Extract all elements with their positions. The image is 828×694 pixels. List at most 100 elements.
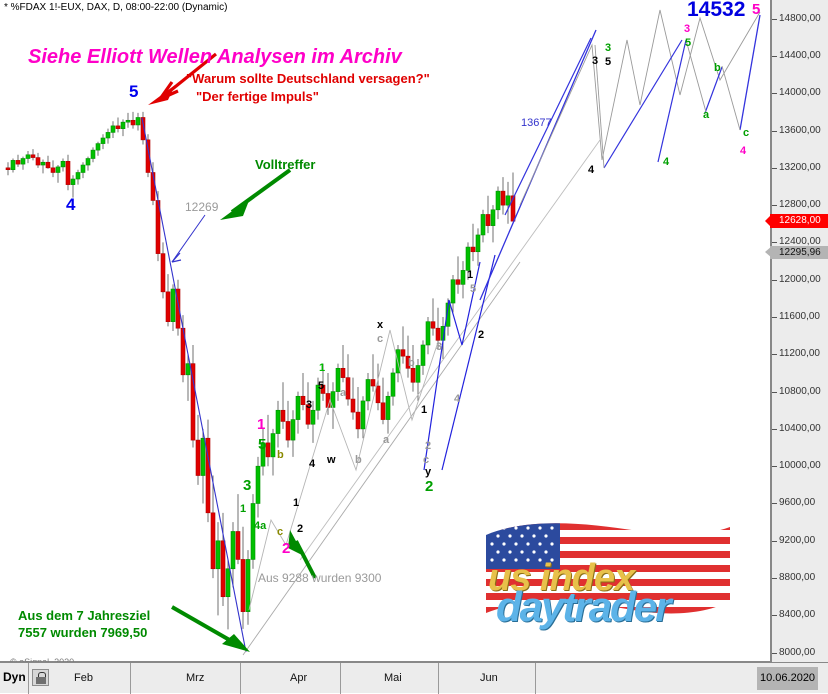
- wave-label: 3: [605, 42, 612, 54]
- wave-label: 1: [319, 362, 326, 374]
- wave-label: c: [743, 127, 750, 139]
- price-axis[interactable]: 14800,00 14400,00 14000,00 13600,00 13200,00…: [765, 0, 828, 662]
- wave-label: 5: [470, 283, 477, 295]
- price-tick: 8400,00: [772, 609, 828, 621]
- price-tick: 9600,00: [772, 497, 828, 509]
- price-tick: 8000,00: [772, 647, 828, 659]
- wave-label: 3: [306, 399, 313, 411]
- price-tick: 10400,00: [772, 423, 828, 435]
- price-tick: 12800,00: [772, 199, 828, 211]
- wave-label: 5: [318, 380, 325, 392]
- price-tick: 14800,00: [772, 13, 828, 25]
- wave-label: 1: [467, 269, 474, 281]
- price-tick: 12000,00: [772, 274, 828, 286]
- time-axis-separator: [535, 663, 536, 694]
- wave-label: 4: [663, 156, 670, 168]
- price-tick: 11600,00: [772, 311, 828, 323]
- wave-label: 1: [240, 503, 247, 515]
- time-tick: Jun: [480, 672, 498, 684]
- channel-aux: [299, 139, 601, 561]
- time-axis-separator: [240, 663, 241, 694]
- annotation-7jahresziel-line2: 7557 wurden 7969,50: [18, 625, 148, 640]
- us-index-daytrader-logo: us index daytrader: [468, 505, 748, 645]
- wave-label: 3: [592, 55, 599, 67]
- wave-label: 4: [740, 145, 747, 157]
- wave-label: c: [277, 526, 284, 538]
- time-axis-separator: [438, 663, 439, 694]
- arrow-12269: [171, 214, 206, 263]
- wave-label: x: [377, 319, 384, 331]
- price-tick: 9200,00: [772, 535, 828, 547]
- price-tick: 13600,00: [772, 125, 828, 137]
- arrow-7557: [171, 605, 241, 648]
- wave-label: y: [425, 466, 432, 478]
- wave-label: 3: [436, 341, 443, 353]
- time-tick: Apr: [290, 672, 308, 684]
- reference-price-badge: 12295,96: [765, 246, 828, 260]
- wave-label: b: [408, 357, 415, 369]
- time-axis-separator: [130, 663, 131, 694]
- chart-plot-area[interactable]: Siehe Elliott Wellen Analysen im Archiv …: [0, 0, 771, 662]
- lock-icon[interactable]: [32, 669, 49, 686]
- wave-label: 5: [605, 56, 612, 68]
- annotation-archive-title: Siehe Elliott Wellen Analysen im Archiv: [28, 46, 402, 68]
- projection-leg-1: [479, 29, 597, 301]
- wave-label: 5: [129, 82, 139, 101]
- projection-gray-zig: [519, 9, 761, 206]
- wave-label: 4a: [254, 520, 267, 532]
- time-tick: Mrz: [186, 672, 205, 684]
- wave-label: 4: [66, 195, 76, 214]
- wave-label: 2: [297, 523, 304, 535]
- annotation-target-12269: 12269: [185, 200, 219, 214]
- price-tick: 11200,00: [772, 348, 828, 360]
- us-flag-icon: [486, 523, 730, 614]
- symbol-header: * %FDAX 1!-EUX, DAX, D, 08:00-22:00 (Dyn…: [4, 2, 228, 13]
- price-tick: 10800,00: [772, 386, 828, 398]
- wave-label: 2: [282, 540, 291, 557]
- wave-label: 2: [425, 478, 434, 495]
- logo-text-us-index: us index: [488, 557, 635, 599]
- wave-label: 2: [478, 329, 485, 341]
- current-date-box: 10.06.2020: [757, 667, 819, 690]
- wave-label: a: [340, 387, 347, 399]
- annotation-target-14532: 14532: [687, 0, 746, 21]
- annotation-7jahresziel-line1: Aus dem 7 Jahresziel: [18, 608, 151, 623]
- wave-label: a: [703, 109, 710, 121]
- wave-label: 5: [752, 1, 761, 18]
- wave-label: 1: [293, 497, 300, 509]
- wave-label: w: [327, 454, 336, 466]
- time-axis-separator: [340, 663, 341, 694]
- wave-label: 1: [421, 404, 428, 416]
- dyn-label: Dyn: [3, 670, 26, 684]
- annotation-volltreffer: Volltreffer: [255, 157, 316, 172]
- wave-label: b: [277, 449, 284, 461]
- price-tick: 12400,00: [772, 236, 828, 248]
- wave-label: 1: [257, 416, 266, 433]
- price-tick: 14000,00: [772, 87, 828, 99]
- last-price-badge: 12628,00: [765, 214, 828, 229]
- wave-label: 2: [425, 440, 432, 452]
- time-tick: Mai: [384, 672, 402, 684]
- wave-label: a: [383, 434, 390, 446]
- price-tick: 8800,00: [772, 572, 828, 584]
- candlestick-series: [5, 111, 516, 630]
- price-tick: 10000,00: [772, 460, 828, 472]
- price-tick: 14400,00: [772, 50, 828, 62]
- wave-label: c: [423, 454, 430, 466]
- annotation-target-9288: Aus 9288 wurden 9300: [258, 571, 382, 585]
- wave-label: 4: [588, 164, 595, 176]
- wave-label: 5: [258, 436, 267, 453]
- annotation-red-line2: "Der fertige Impuls": [196, 89, 319, 104]
- annotation-red-line1: "Warum sollte Deutschland versagen?": [186, 71, 430, 86]
- arrow-volltreffer: [230, 168, 292, 214]
- price-tick: 13200,00: [772, 162, 828, 174]
- wave-label: 4: [454, 393, 461, 405]
- wave-label: 4: [309, 458, 316, 470]
- wave-label: 3: [243, 477, 252, 494]
- wave-label: 5: [685, 37, 692, 49]
- annotation-target-13677: 13677: [521, 117, 552, 129]
- time-axis[interactable]: Dyn Feb Mrz Apr Mai Jun 10.06.2020: [0, 662, 828, 694]
- wave-label: b: [714, 62, 721, 74]
- time-tick: Feb: [74, 672, 93, 684]
